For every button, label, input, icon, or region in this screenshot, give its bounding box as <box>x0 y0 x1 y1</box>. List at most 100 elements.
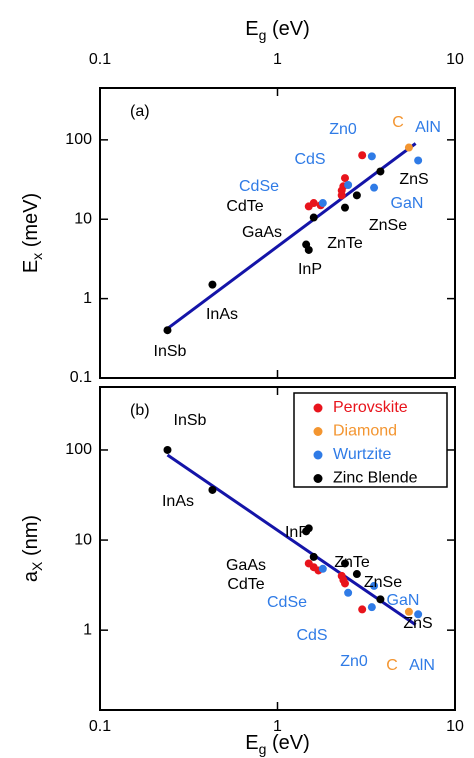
data-point <box>340 174 349 183</box>
data-point <box>340 203 349 212</box>
axis-title: Eg (eV) <box>245 18 309 42</box>
axis-title: Ex (meV) <box>20 193 44 273</box>
data-point <box>352 191 361 200</box>
axis-title-sub: X <box>29 561 45 571</box>
data-point <box>352 570 361 579</box>
annotation: Zn0 <box>340 653 368 670</box>
annotation: CdSe <box>239 178 279 195</box>
axis-title: Eg (eV) <box>245 732 309 756</box>
data-point <box>358 151 367 160</box>
y-tick-label: 10 <box>74 531 92 548</box>
annotation: CdSe <box>267 594 307 611</box>
panel-label: (a) <box>130 103 150 120</box>
annotation: C <box>386 657 398 674</box>
axis-title-main: E <box>20 260 42 273</box>
data-point <box>367 152 376 161</box>
annotation: InSb <box>154 343 187 360</box>
x-tick-label: 0.1 <box>89 51 111 68</box>
annotation: ZnS <box>403 615 432 632</box>
x-tick-label: 1 <box>273 718 282 735</box>
annotation: InP <box>298 261 322 278</box>
data-point <box>376 167 385 176</box>
legend-label: Diamond <box>333 423 397 440</box>
annotation: InAs <box>206 306 238 323</box>
legend-label: Zinc Blende <box>333 470 418 487</box>
data-point <box>318 199 327 208</box>
data-point <box>414 610 423 619</box>
y-tick-label: 100 <box>65 131 92 148</box>
axis-title-unit: (meV) <box>20 193 42 253</box>
data-point <box>309 213 318 222</box>
data-point <box>370 581 379 590</box>
legend-label: Wurtzite <box>333 446 391 463</box>
annotation: ZnTe <box>327 235 363 252</box>
annotation: ZnTe <box>334 554 370 571</box>
axis-title-sub: g <box>259 27 267 43</box>
annotation: C <box>392 114 404 131</box>
y-tick-label: 10 <box>74 210 92 227</box>
axis-title-sub: x <box>29 253 45 260</box>
x-tick-label: 1 <box>273 51 282 68</box>
y-tick-label: 1 <box>83 290 92 307</box>
panel-label: (b) <box>130 402 150 419</box>
y-tick-label: 0.1 <box>70 369 92 386</box>
annotation: Zn0 <box>329 121 357 138</box>
annotation: ZnSe <box>369 217 407 234</box>
x-tick-label: 10 <box>446 51 464 68</box>
fit-line <box>166 453 417 626</box>
data-point <box>404 143 413 152</box>
data-point <box>304 245 313 254</box>
data-point <box>208 485 217 494</box>
axis-title-unit: (eV) <box>266 18 309 40</box>
axis-title-main: a <box>20 570 42 582</box>
data-point <box>309 552 318 561</box>
data-point <box>414 156 423 165</box>
legend-marker <box>313 474 323 483</box>
legend-marker <box>313 427 323 436</box>
annotation: ZnS <box>399 171 428 188</box>
axis-title-unit: (nm) <box>20 515 42 562</box>
legend-label: Perovskite <box>333 399 408 416</box>
axis-title-unit: (eV) <box>266 732 309 754</box>
annotation: ZnSe <box>364 574 402 591</box>
fit-line <box>166 142 417 330</box>
x-tick-label: 10 <box>446 718 464 735</box>
axis-title-main: E <box>245 18 258 40</box>
data-point <box>318 564 327 573</box>
data-point <box>367 603 376 612</box>
axis-title-main: E <box>245 732 258 754</box>
legend-marker <box>313 450 323 460</box>
legend-marker <box>313 403 323 413</box>
data-point <box>376 595 385 604</box>
annotation: AlN <box>409 657 435 674</box>
annotation: CdS <box>294 151 325 168</box>
data-point <box>163 326 172 335</box>
x-tick-label: 0.1 <box>89 718 111 735</box>
annotation: GaN <box>391 195 424 212</box>
data-point <box>163 445 172 454</box>
axis-title: aX (nm) <box>20 515 44 582</box>
data-point <box>370 183 379 192</box>
annotation: CdTe <box>226 198 263 215</box>
annotation: CdS <box>296 627 327 644</box>
axis-title-sub: g <box>259 741 267 757</box>
annotation: AlN <box>415 119 441 136</box>
data-point <box>344 180 353 189</box>
data-point <box>340 579 349 588</box>
y-tick-label: 1 <box>83 621 92 638</box>
annotation: InAs <box>162 493 194 510</box>
data-point <box>309 199 318 208</box>
annotation: InSb <box>174 412 207 429</box>
data-point <box>404 607 413 616</box>
data-point <box>358 605 367 614</box>
data-point <box>340 559 349 568</box>
annotation: GaN <box>387 592 420 609</box>
annotation: GaAs <box>226 557 266 574</box>
annotation: CdTe <box>227 576 264 593</box>
y-tick-label: 100 <box>65 441 92 458</box>
annotation: InP <box>285 524 309 541</box>
annotation: GaAs <box>242 224 282 241</box>
data-point <box>208 280 217 289</box>
data-point <box>344 588 353 597</box>
